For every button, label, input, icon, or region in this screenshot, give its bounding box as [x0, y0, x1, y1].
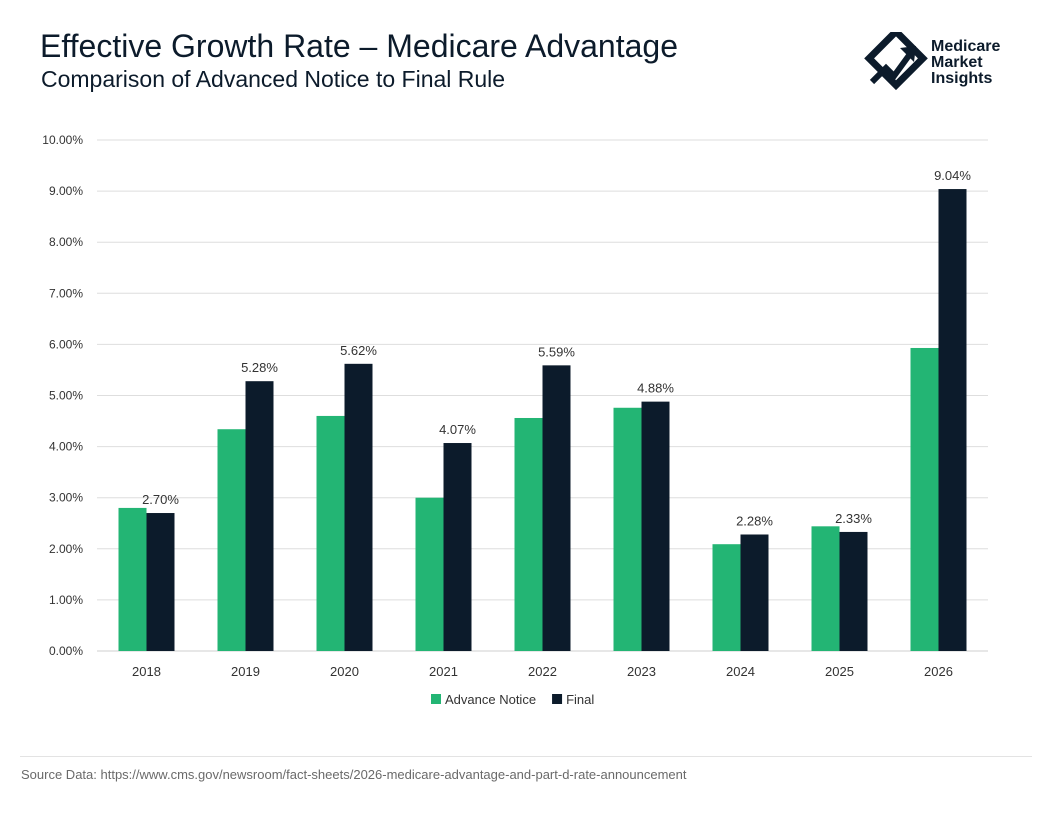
bar-advance-notice	[118, 507, 147, 651]
chart-subtitle: Comparison of Advanced Notice to Final R…	[41, 66, 506, 92]
data-label: 4.07%	[439, 422, 476, 437]
data-label: 5.62%	[340, 343, 377, 358]
x-axis-ticks: 2018 2019 2020 2021 2022 2023 2024 2025 2026	[132, 664, 953, 679]
bar-final	[443, 443, 472, 651]
bar-final	[542, 365, 571, 651]
data-label: 5.59%	[538, 344, 575, 359]
logo-icon	[864, 32, 928, 91]
y-tick-label: 6.00%	[49, 337, 83, 351]
bar-advance-notice	[910, 347, 939, 651]
logo-wordmark: Medicare Market Insights	[931, 39, 1000, 87]
data-label: 4.88%	[637, 381, 674, 396]
y-tick-label: 10.00%	[42, 133, 83, 147]
x-tick-label: 2018	[132, 664, 161, 679]
logo-line: Medicare	[931, 38, 1001, 55]
data-labels: 2.70% 5.28% 5.62% 4.07% 5.59% 4.88% 2.28% 2.33%…	[142, 168, 971, 528]
chart-title: Effective Growth Rate – Medicare Advanta…	[40, 28, 678, 64]
data-label: 2.33%	[835, 511, 872, 526]
legend-label-advance-notice: Advance Notice	[445, 692, 536, 707]
footer-divider	[20, 756, 1032, 757]
legend: Advance Notice Final	[431, 692, 594, 707]
brand-logo: Medicare Market Insights	[864, 32, 1024, 96]
bar-final	[344, 363, 373, 651]
bar-advance-notice	[811, 526, 840, 651]
bar-advance-notice	[217, 429, 246, 651]
x-tick-label: 2021	[429, 664, 458, 679]
x-tick-label: 2022	[528, 664, 557, 679]
bar-advance-notice	[712, 544, 741, 651]
bar-advance-notice	[415, 497, 444, 651]
bar-final	[245, 381, 274, 651]
y-axis-ticks: 0.00% 1.00% 2.00% 3.00% 4.00% 5.00% 6.00% 7.00%…	[42, 133, 83, 658]
source-note: Source Data: https://www.cms.gov/newsroo…	[21, 767, 687, 782]
y-tick-label: 9.00%	[49, 184, 83, 198]
legend-label-final: Final	[566, 692, 594, 707]
data-label: 2.70%	[142, 492, 179, 507]
bar-advance-notice	[514, 417, 543, 651]
y-tick-label: 4.00%	[49, 440, 83, 454]
bar-advance-notice	[613, 407, 642, 651]
x-tick-label: 2019	[231, 664, 260, 679]
legend-swatch-advance-notice	[431, 694, 441, 704]
data-label: 9.04%	[934, 168, 971, 183]
x-tick-label: 2023	[627, 664, 656, 679]
logo-line: Insights	[931, 70, 993, 87]
legend-swatch-final	[552, 694, 563, 704]
y-tick-label: 5.00%	[49, 389, 83, 403]
bar-chart: 0.00% 1.00% 2.00% 3.00% 4.00% 5.00% 6.00% 7.00%…	[42, 133, 988, 707]
x-tick-label: 2026	[924, 664, 953, 679]
x-tick-label: 2025	[825, 664, 854, 679]
logo-line: Market	[931, 54, 983, 71]
bar-final	[641, 401, 670, 651]
bar-final	[740, 534, 769, 651]
x-tick-label: 2020	[330, 664, 359, 679]
y-tick-label: 1.00%	[49, 593, 83, 607]
bar-final	[146, 513, 175, 651]
data-label: 2.28%	[736, 513, 773, 528]
bar-final	[938, 189, 967, 651]
data-label: 5.28%	[241, 360, 278, 375]
bars	[118, 189, 967, 651]
bar-advance-notice	[316, 415, 345, 651]
y-tick-label: 2.00%	[49, 542, 83, 556]
y-tick-label: 0.00%	[49, 644, 83, 658]
y-tick-label: 3.00%	[49, 491, 83, 505]
y-tick-label: 7.00%	[49, 286, 83, 300]
bar-final	[839, 531, 868, 651]
y-tick-label: 8.00%	[49, 235, 83, 249]
x-tick-label: 2024	[726, 664, 755, 679]
